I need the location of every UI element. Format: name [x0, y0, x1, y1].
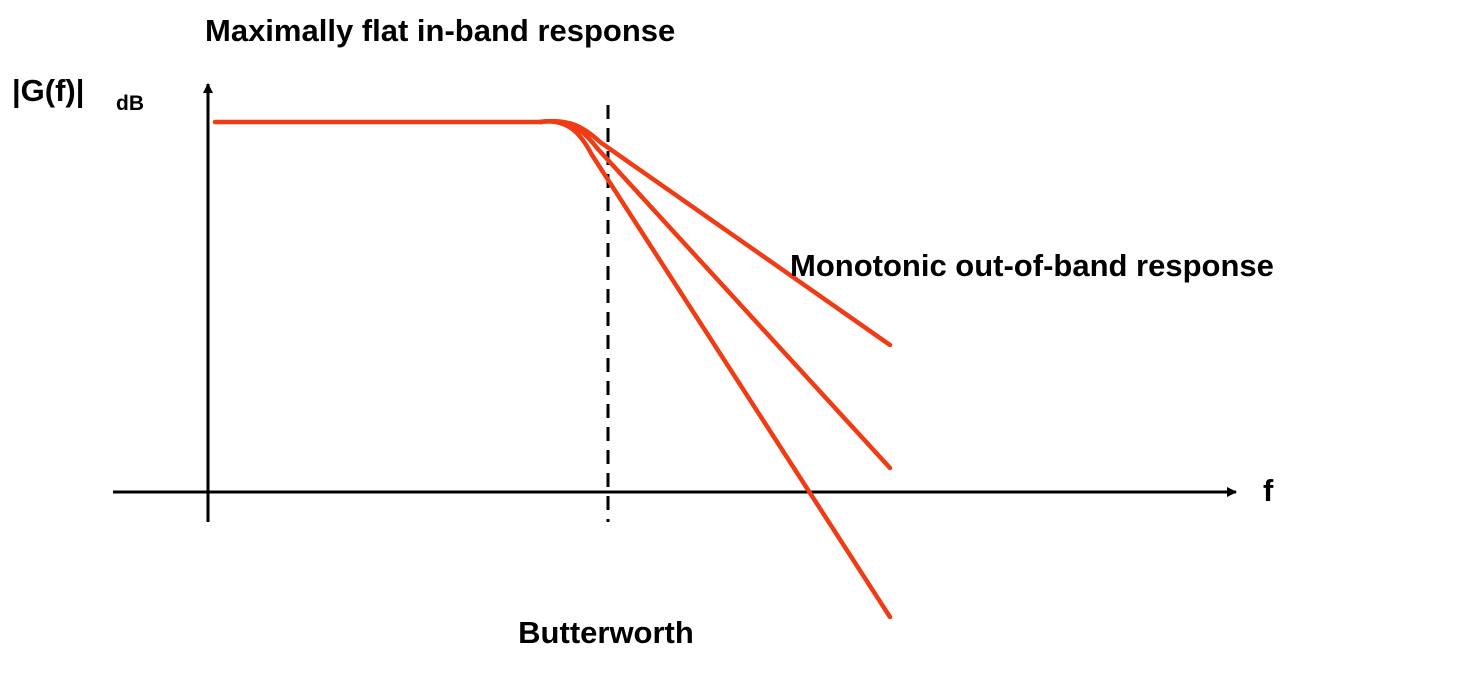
annotation: Monotonic out-of-band response [790, 248, 1274, 283]
y-axis-subscript: dB [116, 92, 144, 115]
title: Maximally flat in-band response [205, 13, 675, 48]
response-curve [212, 118, 893, 348]
y-axis-label: |G(f)| [12, 73, 84, 108]
response-curve [537, 119, 893, 620]
response-curve [537, 119, 893, 471]
x-axis-label: f [1263, 473, 1274, 508]
filter-name: Butterworth [518, 615, 694, 650]
